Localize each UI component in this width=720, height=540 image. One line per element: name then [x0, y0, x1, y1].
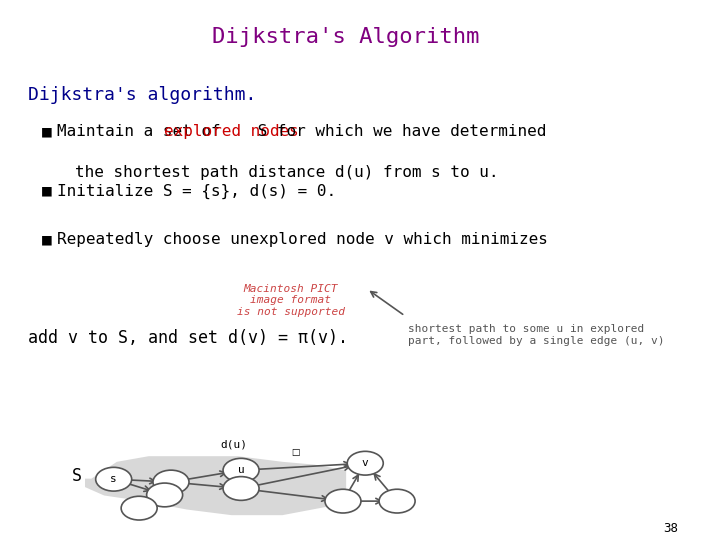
- Text: u: u: [238, 465, 244, 475]
- Text: Repeatedly choose unexplored node v which minimizes: Repeatedly choose unexplored node v whic…: [57, 232, 548, 247]
- Text: explored nodes: explored nodes: [164, 124, 299, 139]
- Text: 38: 38: [663, 522, 678, 535]
- Ellipse shape: [147, 483, 183, 507]
- Polygon shape: [85, 456, 346, 515]
- Ellipse shape: [121, 496, 157, 520]
- Text: S for which we have determined: S for which we have determined: [248, 124, 546, 139]
- Text: shortest path to some u in explored
part, followed by a single edge (u, v): shortest path to some u in explored part…: [408, 324, 665, 346]
- Text: ■: ■: [42, 124, 60, 139]
- Text: ☐: ☐: [291, 445, 300, 459]
- Ellipse shape: [325, 489, 361, 513]
- Ellipse shape: [153, 470, 189, 494]
- Ellipse shape: [223, 458, 259, 482]
- Text: Dijkstra's algorithm.: Dijkstra's algorithm.: [27, 86, 256, 104]
- Text: v: v: [362, 458, 369, 468]
- Text: add v to S, and set d(v) = π(v).: add v to S, and set d(v) = π(v).: [27, 329, 348, 347]
- Text: Dijkstra's Algorithm: Dijkstra's Algorithm: [212, 27, 480, 47]
- Text: Initialize S = {s}, d(s) = 0.: Initialize S = {s}, d(s) = 0.: [57, 184, 336, 199]
- Ellipse shape: [96, 467, 132, 491]
- Text: s: s: [110, 474, 117, 484]
- Ellipse shape: [347, 451, 383, 475]
- Text: ■: ■: [42, 232, 60, 247]
- Text: Macintosh PICT
image format
is not supported: Macintosh PICT image format is not suppo…: [237, 284, 345, 316]
- Text: d(u): d(u): [220, 440, 248, 450]
- Text: Maintain a set of: Maintain a set of: [57, 124, 230, 139]
- Text: ■: ■: [42, 184, 60, 199]
- Ellipse shape: [223, 477, 259, 501]
- Ellipse shape: [379, 489, 415, 513]
- Text: S: S: [72, 467, 82, 485]
- Text: the shortest path distance d(u) from s to u.: the shortest path distance d(u) from s t…: [75, 165, 498, 180]
